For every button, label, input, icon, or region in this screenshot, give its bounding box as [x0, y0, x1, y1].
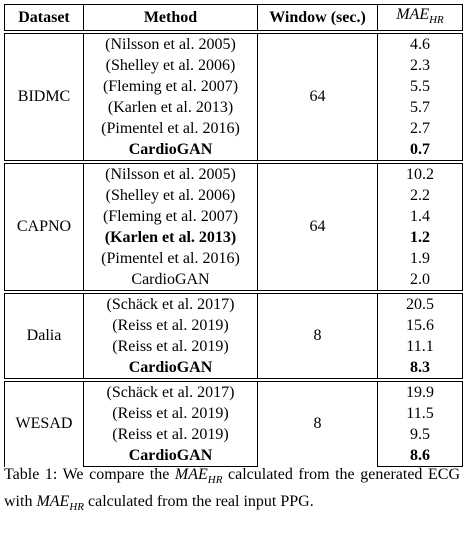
method-cell: (Nilsson et al. 2005): [83, 30, 258, 56]
mae-value-cell: 1.9: [377, 248, 463, 270]
method-cell: CardioGAN: [83, 445, 258, 468]
caption-text-3: calculated from the real input PPG.: [84, 493, 314, 511]
window-cell: 64: [257, 30, 378, 163]
window-cell: 64: [257, 160, 378, 293]
mae-value-cell: 1.2: [377, 227, 463, 249]
mae-value-cell: 11.1: [377, 336, 463, 358]
table-row: (Karlen et al. 2013) 1.2: [5, 227, 463, 249]
mae-value-cell: 2.7: [377, 118, 463, 140]
table-row: (Shelley et al. 2006) 2.3: [5, 55, 463, 77]
dataset-cell: Dalia: [4, 290, 84, 381]
mae-value-cell: 9.5: [377, 424, 463, 446]
method-cell: (Shelley et al. 2006): [83, 185, 258, 207]
table-row: (Fleming et al. 2007) 1.4: [5, 206, 463, 228]
method-cell: (Fleming et al. 2007): [83, 206, 258, 228]
caption-text-1: Table 1: We compare the: [4, 466, 175, 483]
table-row: CardioGAN 8.6: [5, 445, 463, 468]
method-cell: (Schäck et al. 2017): [83, 290, 258, 316]
method-cell: (Reiss et al. 2019): [83, 336, 258, 358]
table-header: Dataset Method Window (sec.) MAEHR: [4, 4, 463, 33]
mae-value-cell: 5.5: [377, 76, 463, 98]
method-cell: (Pimentel et al. 2016): [83, 118, 258, 140]
caption-math-mae-hr-2: MAEHR: [36, 493, 84, 514]
method-cell: CardioGAN: [83, 269, 258, 293]
mae-value-cell: 19.9: [377, 378, 463, 404]
method-cell: CardioGAN: [83, 357, 258, 381]
method-cell: (Nilsson et al. 2005): [83, 160, 258, 186]
table-row: (Reiss et al. 2019) 11.5: [5, 403, 463, 425]
mae-value-cell: 2.0: [377, 269, 463, 293]
dataset-cell: CAPNO: [4, 160, 84, 293]
method-cell: (Reiss et al. 2019): [83, 424, 258, 446]
mae-value-cell: 8.3: [377, 357, 463, 381]
caption-text-2: calculated from the generated ECG with: [4, 466, 460, 511]
table-row: Dalia (Schäck et al. 2017) 8 20.5: [4, 290, 463, 381]
mae-value-cell: 8.6: [377, 445, 463, 468]
caption-math-1-subscript: HR: [207, 474, 223, 487]
caption-math-2-subscript: HR: [69, 501, 84, 514]
mae-value-cell: 2.2: [377, 185, 463, 207]
caption-math-mae-hr-1: MAEHR: [174, 466, 223, 487]
mae-value-cell: 15.6: [377, 315, 463, 337]
caption-math-2-label: MAE: [36, 493, 70, 511]
mae-value-cell: 11.5: [377, 403, 463, 425]
table-row: (Reiss et al. 2019) 15.6: [5, 315, 463, 337]
dataset-group-bidmc: BIDMC (Nilsson et al. 2005) 64 4.6 (Shelley …: [4, 30, 463, 163]
table-row: (Shelley et al. 2006) 2.2: [5, 185, 463, 207]
header-method: Method: [83, 4, 258, 33]
table-row: WESAD (Schäck et al. 2017) 8 19.9: [4, 378, 463, 467]
table-row: (Reiss et al. 2019) 9.5: [5, 424, 463, 446]
table-row: (Reiss et al. 2019) 11.1: [5, 336, 463, 358]
method-cell: (Fleming et al. 2007): [83, 76, 258, 98]
method-cell: (Shelley et al. 2006): [83, 55, 258, 77]
mae-value-cell: 2.3: [377, 55, 463, 77]
window-cell: 8: [257, 290, 378, 381]
dataset-cell: WESAD: [4, 378, 84, 467]
dataset-cell: BIDMC: [4, 30, 84, 163]
table-row: CAPNO (Nilsson et al. 2005) 64 10.2: [4, 160, 463, 293]
caption-math-1-label: MAE: [174, 466, 208, 483]
table-row: (Pimentel et al. 2016) 1.9: [5, 248, 463, 270]
table-caption: Table 1: We compare the MAEHR calculated…: [4, 464, 460, 518]
table-row: (Pimentel et al. 2016) 2.7: [5, 118, 463, 140]
method-cell: (Karlen et al. 2013): [83, 97, 258, 119]
method-cell: (Reiss et al. 2019): [83, 315, 258, 337]
mae-value-cell: 4.6: [377, 30, 463, 56]
table-row: BIDMC (Nilsson et al. 2005) 64 4.6: [4, 30, 463, 163]
results-table: Dataset Method Window (sec.) MAEHR BIDMC…: [4, 4, 463, 468]
header-mae-subscript: HR: [429, 14, 444, 27]
dataset-group-wesad: WESAD (Schäck et al. 2017) 8 19.9 (Reiss et …: [4, 378, 463, 468]
method-cell: (Reiss et al. 2019): [83, 403, 258, 425]
mae-value-cell: 0.7: [377, 139, 463, 163]
dataset-group-capno: CAPNO (Nilsson et al. 2005) 64 10.2 (Shelley…: [4, 160, 463, 293]
header-mae-label: MAE: [396, 6, 430, 23]
method-cell: (Pimentel et al. 2016): [83, 248, 258, 270]
table-row: (Fleming et al. 2007) 5.5: [5, 76, 463, 98]
mae-value-cell: 5.7: [377, 97, 463, 119]
header-mae-hr: MAEHR: [377, 4, 463, 33]
method-cell: (Karlen et al. 2013): [83, 227, 258, 249]
mae-value-cell: 20.5: [377, 290, 463, 316]
method-cell: (Schäck et al. 2017): [83, 378, 258, 404]
method-cell: CardioGAN: [83, 139, 258, 163]
header-dataset: Dataset: [4, 4, 84, 33]
mae-value-cell: 1.4: [377, 206, 463, 228]
window-cell: 8: [257, 378, 378, 467]
table-row: (Karlen et al. 2013) 5.7: [5, 97, 463, 119]
header-window: Window (sec.): [257, 4, 378, 33]
dataset-group-dalia: Dalia (Schäck et al. 2017) 8 20.5 (Reiss et …: [4, 290, 463, 381]
mae-value-cell: 10.2: [377, 160, 463, 186]
